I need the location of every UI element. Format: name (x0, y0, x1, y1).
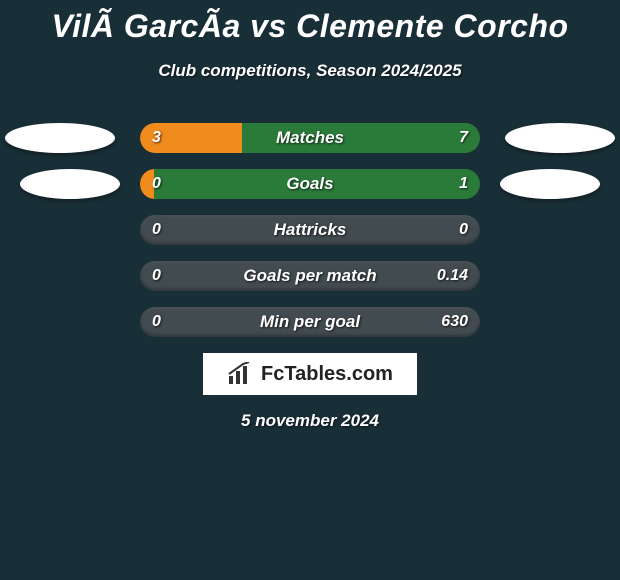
stat-label: Hattricks (274, 220, 347, 240)
club-badge-right-1 (505, 123, 615, 153)
stats-area: 3 Matches 7 0 Goals 1 0 Hattricks 0 0 Go… (0, 123, 620, 337)
stat-value-left: 0 (152, 267, 161, 285)
stat-label: Matches (276, 128, 344, 148)
stat-row-hattricks: 0 Hattricks 0 (140, 215, 480, 245)
footer-brand-text: FcTables.com (261, 363, 393, 386)
stat-value-right: 630 (441, 313, 468, 331)
stat-row-matches: 3 Matches 7 (140, 123, 480, 153)
stat-value-right: 1 (459, 175, 468, 193)
stat-value-left: 3 (152, 129, 161, 147)
club-badge-left-2 (20, 169, 120, 199)
stat-value-left: 0 (152, 175, 161, 193)
stat-label: Goals per match (243, 266, 376, 286)
stat-value-right: 0 (459, 221, 468, 239)
stat-row-goals: 0 Goals 1 (140, 169, 480, 199)
stat-value-right: 7 (459, 129, 468, 147)
page-title: VilÃ GarcÃ­a vs Clemente Corcho (0, 0, 620, 45)
stat-label: Goals (286, 174, 333, 194)
subtitle: Club competitions, Season 2024/2025 (0, 61, 620, 81)
club-badge-left-1 (5, 123, 115, 153)
club-badge-right-2 (500, 169, 600, 199)
stat-label: Min per goal (260, 312, 360, 332)
date-text: 5 november 2024 (0, 411, 620, 431)
stat-row-goals-per-match: 0 Goals per match 0.14 (140, 261, 480, 291)
stat-value-right: 0.14 (437, 267, 468, 285)
footer-logo: FcTables.com (203, 353, 417, 395)
stat-value-left: 0 (152, 313, 161, 331)
stat-value-left: 0 (152, 221, 161, 239)
stat-row-min-per-goal: 0 Min per goal 630 (140, 307, 480, 337)
bar-chart-icon (227, 362, 255, 386)
